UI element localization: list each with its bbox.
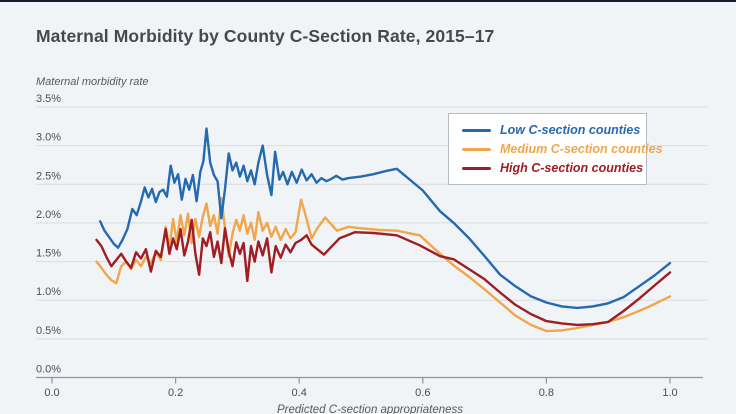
medium-series-swatch <box>462 147 491 151</box>
y-tick-label: 0.0% <box>36 364 61 376</box>
y-tick-label: 0.5% <box>36 325 61 337</box>
x-tick-label: 0.0 <box>44 387 59 399</box>
legend-label-high: High C-section counties <box>500 161 644 175</box>
series-line-medium <box>95 196 672 333</box>
y-tick-label: 3.5% <box>36 93 61 105</box>
legend-row-high: High C-section counties <box>462 161 643 175</box>
x-tick-label: 0.8 <box>539 387 554 399</box>
y-tick-label: 2.5% <box>36 170 61 182</box>
x-axis-title: Predicted C-section appropriateness <box>276 404 464 414</box>
series-line-low <box>98 127 672 310</box>
x-tick-label: 0.2 <box>168 387 183 399</box>
top-rule <box>0 0 736 2</box>
y-axis-title: Maternal morbidity rate <box>36 76 149 88</box>
y-tick-label: 1.5% <box>36 248 61 260</box>
series-line-high <box>95 218 672 327</box>
high-series-swatch <box>462 166 491 170</box>
legend: Low C-section counties Medium C-section … <box>448 113 663 185</box>
y-tick-label: 3.0% <box>36 132 61 144</box>
legend-row-low: Low C-section counties <box>462 123 640 137</box>
page-title: Maternal Morbidity by County C-Section R… <box>36 26 495 46</box>
y-tick-label: 1.0% <box>36 286 61 298</box>
x-tick-label: 0.6 <box>415 387 430 399</box>
legend-label-medium: Medium C-section counties <box>500 142 663 156</box>
legend-row-medium: Medium C-section counties <box>462 142 663 156</box>
y-tick-label: 2.0% <box>36 209 61 221</box>
low-series-swatch <box>462 128 491 132</box>
x-tick-label: 1.0 <box>662 387 677 399</box>
x-tick-label: 0.4 <box>292 387 307 399</box>
legend-label-low: Low C-section counties <box>500 123 641 137</box>
